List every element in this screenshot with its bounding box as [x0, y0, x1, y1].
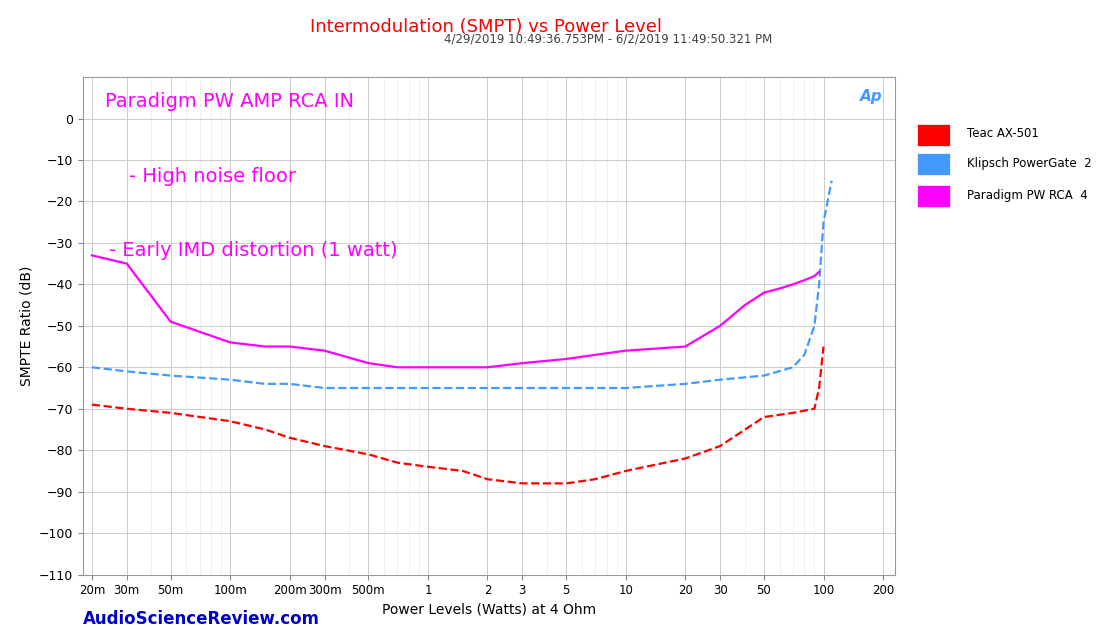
Text: Klipsch PowerGate  2: Klipsch PowerGate 2 — [967, 157, 1092, 170]
Text: Ap: Ap — [860, 89, 883, 105]
Text: Paradigm PW AMP RCA IN: Paradigm PW AMP RCA IN — [105, 92, 354, 111]
Text: AudioScienceReview.com: AudioScienceReview.com — [83, 610, 319, 628]
Text: Data: Data — [981, 89, 1018, 103]
Text: Paradigm PW RCA  4: Paradigm PW RCA 4 — [967, 189, 1087, 202]
Text: Intermodulation (SMPT) vs Power Level: Intermodulation (SMPT) vs Power Level — [311, 18, 662, 36]
FancyBboxPatch shape — [917, 186, 950, 207]
X-axis label: Power Levels (Watts) at 4 Ohm: Power Levels (Watts) at 4 Ohm — [382, 603, 596, 617]
Text: - High noise floor: - High noise floor — [129, 166, 296, 186]
Text: Teac AX-501: Teac AX-501 — [967, 127, 1039, 140]
Text: - Early IMD distortion (1 watt): - Early IMD distortion (1 watt) — [109, 241, 398, 260]
FancyBboxPatch shape — [917, 153, 950, 175]
Text: 4/29/2019 10:49:36.753PM - 6/2/2019 11:49:50.321 PM: 4/29/2019 10:49:36.753PM - 6/2/2019 11:4… — [443, 32, 772, 45]
FancyBboxPatch shape — [917, 124, 950, 146]
Y-axis label: SMPTE Ratio (dB): SMPTE Ratio (dB) — [19, 266, 33, 386]
